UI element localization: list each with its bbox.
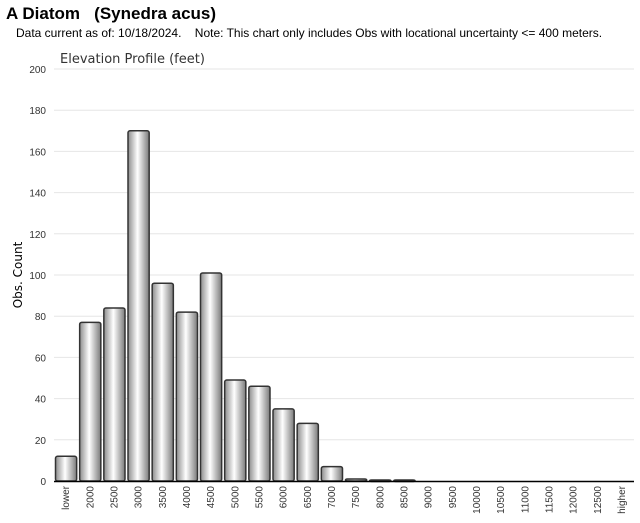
x-tick-labels: lower 2000 2500 3000 3500 4000 4500 5000 5500 600… bbox=[61, 485, 628, 513]
grid-lines bbox=[54, 68, 634, 441]
y-tick-label: 60 bbox=[35, 353, 47, 364]
x-tick-label: 6000 bbox=[279, 486, 290, 509]
x-tick-label: 12500 bbox=[593, 486, 604, 514]
x-tick-label: 5000 bbox=[230, 486, 241, 509]
bar-3000 bbox=[127, 130, 150, 482]
x-tick-label: 2000 bbox=[85, 486, 96, 509]
x-tick-label: 10000 bbox=[472, 486, 483, 514]
bar-4500 bbox=[199, 272, 223, 482]
y-tick-label: 100 bbox=[29, 271, 46, 282]
bar-3500 bbox=[151, 282, 175, 482]
y-tick-label: 120 bbox=[29, 230, 46, 241]
x-tick-label: 6500 bbox=[303, 486, 314, 509]
bar-6000 bbox=[272, 408, 295, 482]
x-tick-label: 3500 bbox=[158, 486, 169, 509]
y-tick-label: 200 bbox=[29, 65, 46, 76]
bar-2000 bbox=[78, 321, 102, 482]
x-tick-label: 8500 bbox=[399, 486, 410, 509]
bar-6500 bbox=[296, 422, 320, 482]
x-tick-label: 2500 bbox=[109, 486, 120, 509]
bar-4000 bbox=[175, 311, 199, 482]
x-tick-label: 4500 bbox=[206, 486, 217, 509]
y-tick-label: 80 bbox=[35, 312, 47, 323]
x-tick-label: 11000 bbox=[520, 486, 531, 514]
x-tick-label: 5500 bbox=[254, 486, 265, 509]
y-axis-label: Obs. Count bbox=[11, 241, 25, 308]
bar-2500 bbox=[103, 307, 126, 482]
y-tick-labels: 0 20 40 60 80 100 120 140 160 180 200 bbox=[29, 65, 46, 488]
x-tick-label: higher bbox=[617, 485, 628, 513]
y-tick-label: 40 bbox=[35, 395, 47, 406]
x-tick-label: 7000 bbox=[327, 486, 338, 509]
bar-5500 bbox=[248, 385, 271, 482]
x-tick-label: 9000 bbox=[424, 486, 435, 509]
page-title: A Diatom (Synedra acus) bbox=[6, 4, 217, 23]
bar-7000 bbox=[320, 465, 344, 482]
x-tick-label: 12000 bbox=[569, 486, 580, 514]
x-tick-label: 10500 bbox=[496, 486, 507, 514]
data-note: Data current as of: 10/18/2024. Note: Th… bbox=[16, 26, 603, 40]
x-tick-label: lower bbox=[61, 485, 72, 510]
x-tick-label: 3000 bbox=[134, 486, 145, 509]
y-tick-label: 160 bbox=[29, 147, 46, 158]
x-tick-label: 7500 bbox=[351, 486, 362, 509]
bars bbox=[54, 130, 416, 483]
chart-title: Elevation Profile (feet) bbox=[60, 52, 205, 67]
y-tick-label: 0 bbox=[40, 477, 46, 488]
x-tick-label: 9500 bbox=[448, 486, 459, 509]
x-tick-label: 11500 bbox=[544, 486, 555, 514]
x-tick-label: 8000 bbox=[375, 486, 386, 509]
bar-7500 bbox=[344, 478, 368, 482]
bar-lower bbox=[54, 455, 78, 482]
y-tick-label: 180 bbox=[29, 106, 46, 117]
x-tick-label: 4000 bbox=[182, 486, 193, 509]
y-tick-label: 20 bbox=[35, 436, 47, 447]
bar-5000 bbox=[223, 379, 247, 482]
y-tick-label: 140 bbox=[29, 189, 46, 200]
